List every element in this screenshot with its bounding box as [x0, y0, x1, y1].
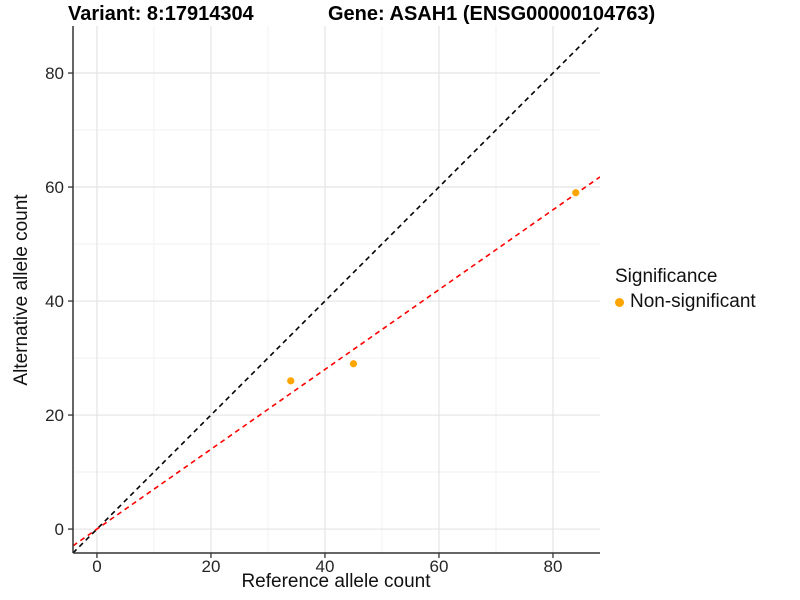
legend-point-icon	[615, 297, 624, 307]
x-axis-title: Reference allele count	[241, 571, 431, 592]
y-tick-label: 0	[55, 520, 64, 539]
legend-title: Significance	[615, 266, 718, 287]
x-tick-label: 0	[92, 557, 101, 576]
y-tick-label: 20	[45, 406, 64, 425]
legend: Significance Non-significant	[615, 266, 756, 313]
x-tick-label: 40	[315, 557, 334, 576]
x-tick-label: 60	[430, 557, 449, 576]
y-tick-label: 60	[45, 178, 64, 197]
y-axis-title: Alternative allele count	[11, 194, 32, 386]
fit-line	[73, 176, 600, 547]
identity-line	[73, 26, 600, 553]
legend-entry-label: Non-significant	[630, 291, 756, 312]
variant-title: Variant: 8:17914304	[68, 3, 254, 25]
x-tick-label: 80	[544, 557, 563, 576]
gene-title: Gene: ASAH1 (ENSG00000104763)	[328, 3, 656, 25]
data-point	[287, 377, 295, 385]
y-tick-label: 40	[45, 292, 64, 311]
legend-entry: Non-significant	[615, 291, 756, 313]
data-point	[349, 360, 358, 368]
data-point	[572, 189, 580, 197]
x-tick-label: 20	[201, 557, 220, 576]
y-tick-label: 80	[45, 64, 64, 83]
